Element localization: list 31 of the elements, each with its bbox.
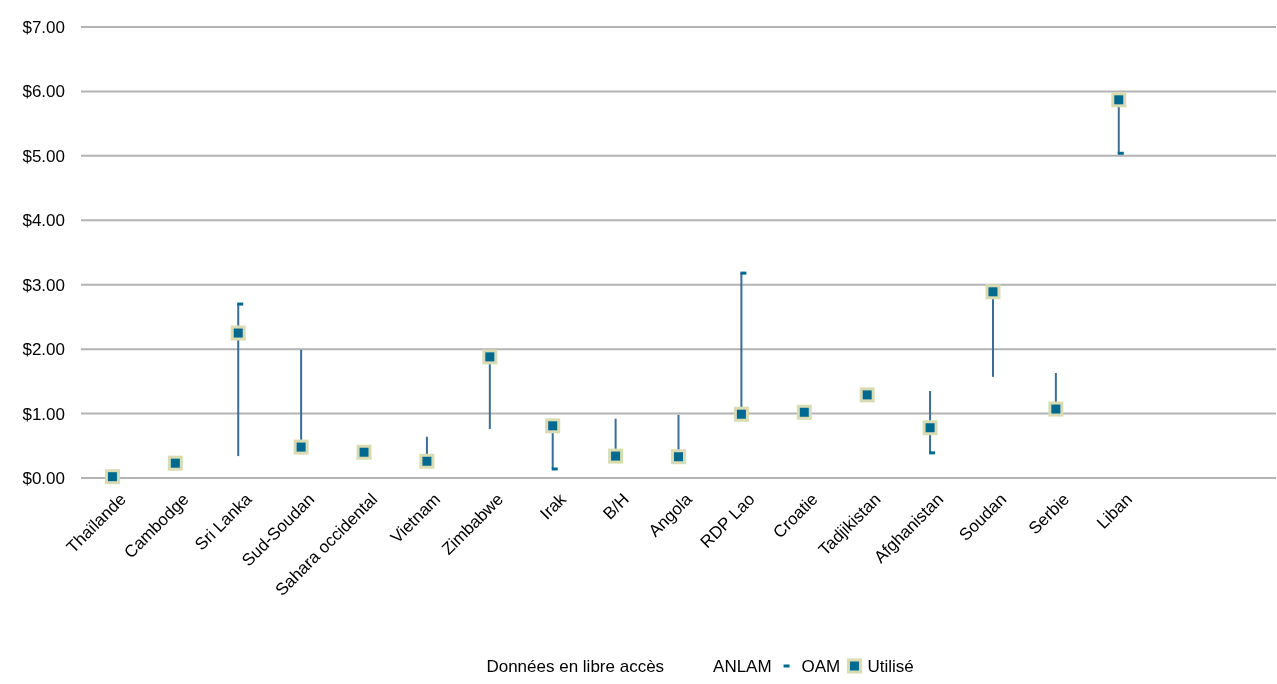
legend-label: OAM: [801, 657, 841, 676]
y-tick-label: $5.00: [22, 146, 65, 166]
point: [104, 469, 120, 485]
point: [985, 284, 1001, 300]
x-tick-label: B/H: [599, 489, 633, 524]
text: ANLAM: [713, 657, 772, 676]
point: [608, 448, 624, 464]
y-tick-label: $3.00: [22, 275, 65, 295]
point: [1048, 401, 1064, 417]
point: [482, 349, 498, 365]
point: [733, 406, 749, 422]
text: Données en libre accès: [486, 657, 665, 676]
point: [859, 387, 875, 403]
x-tick-label: Irak: [536, 489, 571, 524]
point: [167, 455, 183, 471]
point: [671, 449, 686, 465]
point: [796, 404, 812, 420]
point: [419, 453, 435, 469]
point: [1111, 92, 1127, 108]
point: [230, 325, 246, 341]
y-tick-label: $7.00: [22, 17, 65, 37]
point: [545, 418, 561, 434]
y-tick-label: $2.00: [22, 340, 65, 360]
point: [293, 439, 309, 455]
legend-label: Utilisé: [867, 657, 914, 676]
y-tick-label: $6.00: [22, 82, 65, 102]
y-tick-label: $4.00: [22, 211, 65, 231]
y-tick-label: $0.00: [22, 468, 65, 488]
point: [356, 444, 372, 460]
point: [922, 420, 938, 436]
y-tick-label: $1.00: [22, 404, 65, 424]
